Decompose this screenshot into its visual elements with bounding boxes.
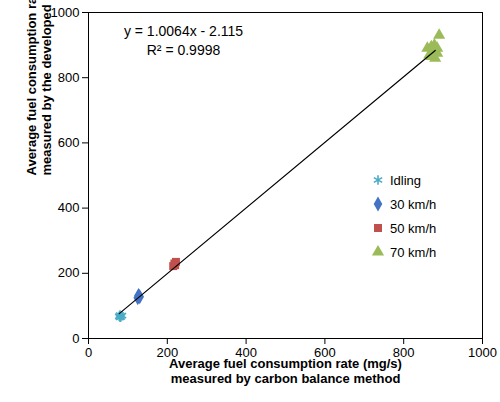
svg-text:200: 200	[156, 344, 179, 360]
svg-text:1000: 1000	[468, 345, 497, 360]
svg-text:y = 1.0064x - 2.115: y = 1.0064x - 2.115	[124, 23, 243, 39]
svg-text:0: 0	[72, 331, 79, 346]
svg-text:R² = 0.9998: R² = 0.9998	[147, 42, 221, 58]
svg-text:1000: 1000	[51, 5, 80, 20]
svg-text:400: 400	[235, 344, 257, 360]
svg-text:400: 400	[58, 200, 80, 215]
svg-text:70 km/h: 70 km/h	[390, 245, 436, 260]
svg-text:Average fuel consumption rate: Average fuel consumption rate (mg/s)meas…	[24, 0, 54, 176]
svg-text:50 km/h: 50 km/h	[390, 221, 436, 236]
svg-text:200: 200	[58, 265, 80, 280]
svg-text:0: 0	[85, 345, 92, 360]
svg-text:30 km/h: 30 km/h	[390, 197, 436, 212]
svg-text:600: 600	[58, 135, 80, 150]
svg-text:800: 800	[58, 70, 80, 85]
svg-text:Idling: Idling	[390, 173, 421, 188]
svg-text:Average fuel consumption rate: Average fuel consumption rate (mg/s)meas…	[169, 356, 402, 386]
svg-text:800: 800	[392, 344, 415, 360]
svg-text:600: 600	[314, 344, 336, 360]
